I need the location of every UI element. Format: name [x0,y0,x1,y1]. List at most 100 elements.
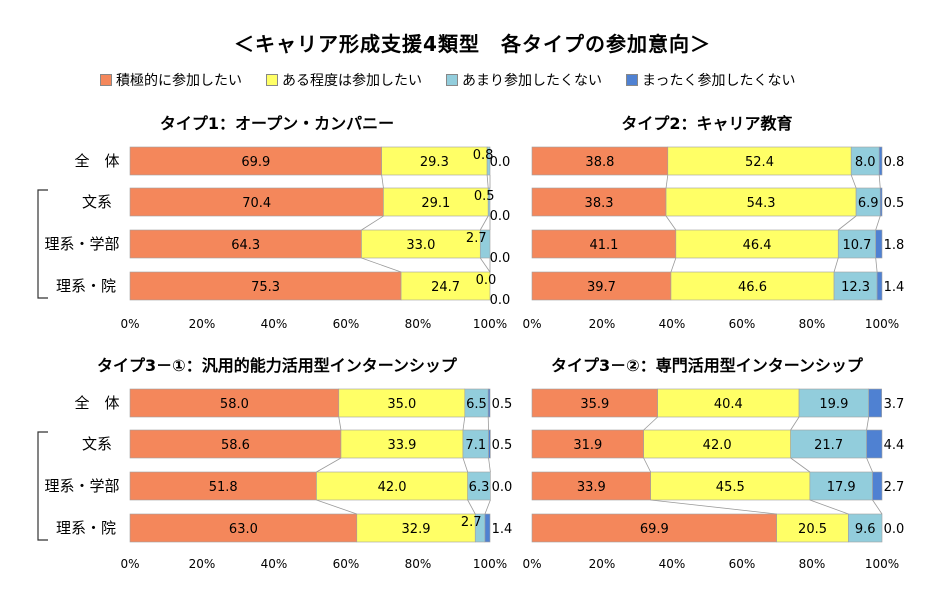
bar-segment [850,146,880,176]
data-label: 41.1 [589,238,618,253]
connector-line [643,416,658,431]
bar-segment [361,229,481,259]
connector-line [650,499,777,515]
bar-segment [667,146,852,176]
data-label: 46.4 [743,238,772,253]
x-tick-label: 0% [522,557,541,571]
row-label: 文系 [82,193,112,211]
connector-line [316,457,342,473]
connector-line [790,457,811,473]
legend-label: あまり参加したくない [462,73,602,89]
bar-segment [129,271,402,301]
data-label: 17.9 [827,480,856,495]
data-label: 58.0 [220,397,249,412]
bar-segment [855,187,881,217]
connector-line [316,499,357,515]
data-label: 0.0 [884,522,905,537]
connector-line [809,499,849,515]
data-label: 0.0 [490,293,511,308]
data-label: 64.3 [231,238,260,253]
x-tick-label: 80% [405,317,432,331]
panel-title: タイプ3－①：汎用的能力活用型インターンシップ [97,356,458,375]
x-tick-label: 60% [729,317,756,331]
data-label: 70.4 [242,196,271,211]
bar-segment [833,271,878,301]
bar-segment [129,471,317,501]
bar-segment [462,429,489,459]
data-label: 2.7 [466,231,487,246]
connector-line [790,416,800,431]
x-tick-label: 0% [120,557,139,571]
bar-segment [340,429,464,459]
legend-swatch [100,74,112,86]
data-label: 3.7 [884,397,905,412]
data-label: 6.3 [469,480,490,495]
connector-line [875,257,878,273]
bar-segment [531,229,677,259]
legend-label: まったく参加したくない [642,73,796,89]
panel-title: タイプ3－②：専門活用型インターンシップ [551,356,864,375]
legend-label: 積極的に参加したい [116,73,242,89]
connector-line [381,174,384,189]
data-label: 4.4 [884,438,905,453]
bar-segment [488,429,491,459]
legend: 積極的に参加したい ある程度は参加したい あまり参加したくない まったく参加した… [100,70,819,90]
connector-line [488,457,491,473]
x-tick-label: 60% [729,557,756,571]
bar-segment [875,229,883,259]
connector-line [361,257,402,273]
data-label: 40.4 [714,397,743,412]
bar-segment [129,229,362,259]
x-tick-label: 20% [189,317,216,331]
data-label: 7.1 [465,438,486,453]
bar-segment [487,187,491,217]
bar-segment [356,513,476,543]
row-label: 文系 [82,435,112,453]
panel-title: タイプ1：オープン・カンパニー [160,114,394,133]
connector-line [486,174,489,189]
bar-segment [479,229,491,259]
connector-line [866,416,870,431]
connector-line [484,499,491,515]
bar-segment [129,513,358,543]
data-label: 33.9 [388,438,417,453]
connector-line [479,257,491,273]
bar-segment [338,388,466,418]
row-label: 全 体 [74,152,119,170]
data-label: 0.0 [492,480,513,495]
data-label: 0.8 [884,155,905,170]
legend-item-not-at-all: まったく参加したくない [626,70,795,90]
data-label: 38.3 [585,196,614,211]
bar-segment [531,388,658,418]
row-label: 全 体 [74,394,119,412]
x-tick-label: 80% [799,317,826,331]
data-label: 69.9 [640,522,669,537]
bar-segment [657,388,800,418]
bar-segment [467,471,491,501]
bar-segment [866,429,883,459]
bar-segment [484,513,491,543]
data-label: 46.6 [738,280,767,295]
bar-segment [129,146,382,176]
bar-segment [400,271,491,301]
data-label: 8.0 [855,155,876,170]
x-tick-label: 40% [659,317,686,331]
bar-segment [848,513,883,543]
data-label: 0.5 [492,438,513,453]
data-label: 35.9 [580,397,609,412]
data-label: 38.8 [585,155,614,170]
data-label: 2.7 [461,515,482,530]
x-tick-label: 100% [473,557,507,571]
connector-line [872,499,883,515]
x-tick-label: 40% [261,317,288,331]
connector-line [665,215,677,231]
x-tick-label: 80% [405,557,432,571]
data-label: 45.5 [716,480,745,495]
data-label: 0.5 [474,189,495,204]
group-bracket [37,431,48,541]
bar-segment [650,471,811,501]
data-label: 29.1 [421,196,450,211]
row-label: 理系・院 [56,277,116,295]
data-label: 52.4 [745,155,774,170]
